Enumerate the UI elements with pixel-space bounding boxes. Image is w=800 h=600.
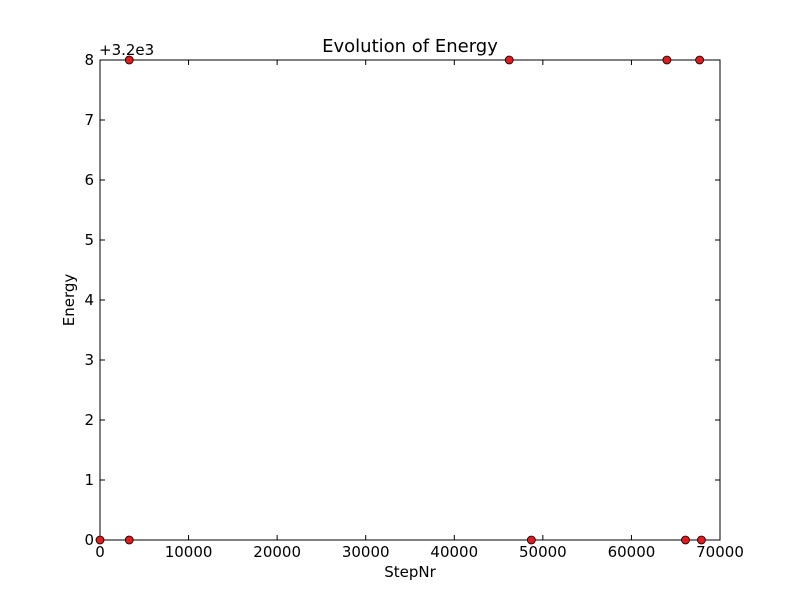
y-tick-label: 6 xyxy=(84,171,94,189)
x-tick-label: 40000 xyxy=(430,543,478,561)
y-axis-offset-label: +3.2e3 xyxy=(99,41,154,59)
data-point xyxy=(95,535,105,545)
y-axis-ticks: 0 1 2 3 4 5 6 7 8 xyxy=(84,51,720,549)
y-tick-label: 2 xyxy=(84,411,94,429)
data-points xyxy=(95,55,706,545)
x-tick-label: 70000 xyxy=(696,543,744,561)
data-point xyxy=(504,55,514,65)
x-tick-label: 20000 xyxy=(253,543,301,561)
data-point xyxy=(681,535,690,545)
y-tick-label: 1 xyxy=(84,471,94,489)
data-point xyxy=(124,55,134,65)
data-point xyxy=(695,55,705,65)
plot-area xyxy=(99,59,721,541)
y-tick-label: 8 xyxy=(84,51,94,69)
data-point xyxy=(124,535,134,545)
x-tick-label: 0 xyxy=(95,543,105,561)
x-axis-label: StepNr xyxy=(384,563,436,581)
chart-title: Evolution of Energy xyxy=(322,36,498,57)
x-tick-label: 30000 xyxy=(342,543,390,561)
y-tick-label: 7 xyxy=(84,111,94,129)
y-tick-label: 3 xyxy=(84,351,94,369)
y-tick-label: 0 xyxy=(84,531,94,549)
y-tick-label: 5 xyxy=(84,231,94,249)
x-tick-label: 60000 xyxy=(608,543,656,561)
y-axis-label: Energy xyxy=(60,274,78,327)
y-tick-label: 4 xyxy=(84,291,94,309)
data-point xyxy=(697,535,706,545)
x-tick-label: 10000 xyxy=(165,543,213,561)
x-tick-label: 50000 xyxy=(519,543,567,561)
data-point xyxy=(526,535,536,545)
data-point xyxy=(662,55,672,65)
x-axis-ticks: 0 10000 20000 30000 40000 50000 60000 70000 xyxy=(95,60,744,561)
